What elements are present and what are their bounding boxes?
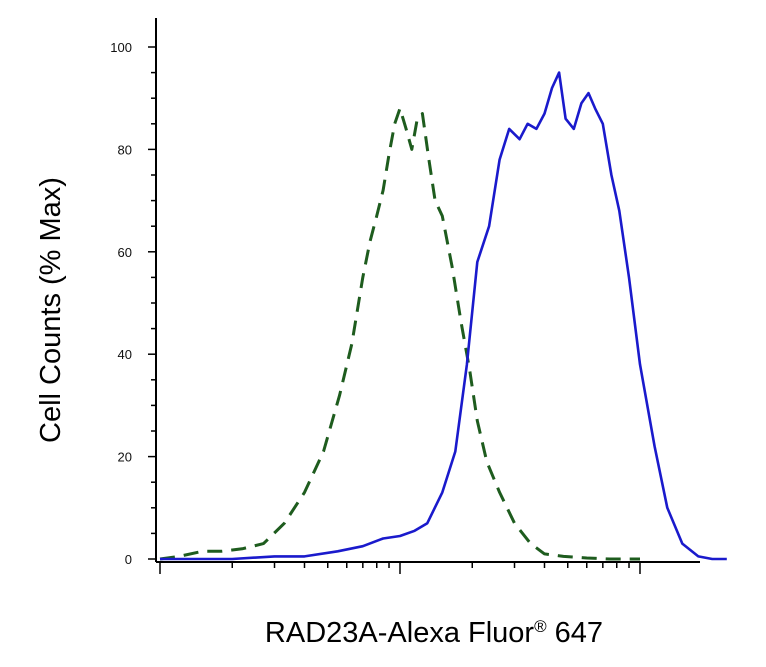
y-tick-label-20: 20 — [118, 450, 132, 465]
x-axis-title: RAD23A-Alexa Fluor® 647 — [265, 617, 603, 649]
x-axis-title-main: RAD23A-Alexa Fluor — [265, 617, 534, 649]
y-tick-label-0: 0 — [125, 552, 132, 567]
x-axis-title-mark: ® — [534, 617, 547, 636]
x-axis-title-suffix: 647 — [547, 617, 603, 649]
y-tick-label-80: 80 — [118, 142, 132, 157]
y-axis-title: Cell Counts (% Max) — [35, 177, 67, 443]
y-tick-label-40: 40 — [118, 347, 132, 362]
dashed-histogram-line — [159, 106, 640, 561]
y-tick-label-60: 60 — [118, 245, 132, 260]
series-layer — [159, 71, 727, 561]
solid-histogram-line — [160, 71, 727, 561]
x-axis-ticks — [159, 562, 641, 574]
y-tick-label-100: 100 — [110, 40, 132, 55]
y-axis-ticks: 0 20 40 60 80 100 — [110, 40, 156, 567]
